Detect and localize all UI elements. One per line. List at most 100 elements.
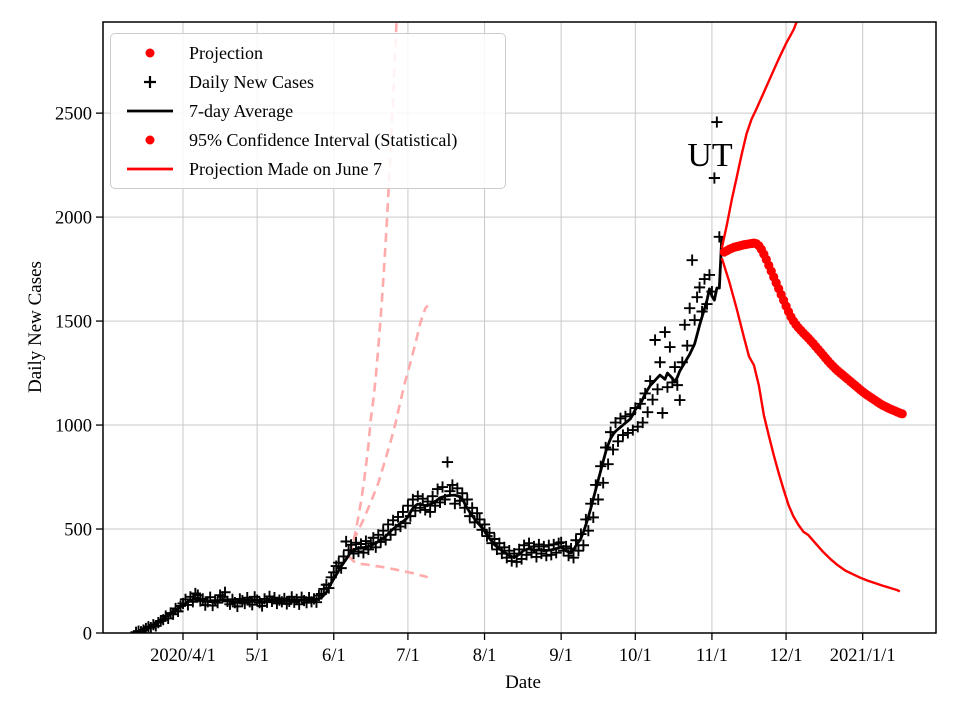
daily-cases-point <box>441 456 454 468</box>
legend-entry-4: 95% Confidence Interval (Statistical) <box>111 126 505 155</box>
x-tick-label: 11/1 <box>696 646 728 666</box>
daily-cases-point <box>431 483 444 495</box>
legend-entry-2: Daily New Cases <box>111 67 505 96</box>
seven-day-average-line <box>135 236 724 633</box>
daily-cases-point <box>424 506 436 518</box>
daily-cases-point <box>612 435 624 447</box>
daily-cases-point <box>664 341 676 353</box>
x-tick-label: 7/1 <box>396 646 420 666</box>
x-tick-label: 9/1 <box>549 646 573 666</box>
daily-cases-point <box>456 487 468 499</box>
legend-line-marker-icon <box>111 161 189 177</box>
daily-cases-point <box>671 379 683 391</box>
projection-dot <box>897 409 907 419</box>
daily-cases-point <box>572 545 585 557</box>
daily-cases-point <box>288 596 300 608</box>
projection-dots <box>719 238 907 419</box>
daily-cases-point <box>377 525 389 537</box>
legend-label: 7-day Average <box>189 100 294 121</box>
daily-cases-point <box>642 406 654 418</box>
june7-projection-mid <box>347 304 429 556</box>
daily-cases-point <box>651 383 664 395</box>
daily-cases-point <box>597 477 609 489</box>
confidence-interval-lines <box>720 22 901 593</box>
daily-cases-point <box>345 539 357 551</box>
daily-cases-point <box>674 394 686 406</box>
daily-cases-point <box>614 412 627 424</box>
daily-cases-point <box>659 326 671 338</box>
daily-cases-point <box>607 443 619 456</box>
daily-cases-point <box>656 407 669 419</box>
legend-label: Projection <box>189 42 263 63</box>
daily-cases-point <box>436 481 449 493</box>
legend: Projection Daily New Cases 7-day Average 95… <box>110 33 506 189</box>
y-tick-label: 0 <box>83 625 92 645</box>
y-axis-title: Daily New Cases <box>25 261 46 393</box>
daily-cases-point <box>449 498 461 510</box>
daily-cases-point <box>637 416 649 429</box>
legend-entry-5: Projection Made on June 7 <box>111 155 505 184</box>
daily-cases-point <box>402 500 414 512</box>
legend-dot-marker-icon <box>111 45 189 61</box>
daily-cases-point <box>451 482 463 494</box>
daily-cases-point <box>617 429 629 441</box>
y-tick-label: 2000 <box>55 209 92 229</box>
daily-cases-point <box>189 587 201 600</box>
daily-cases-point <box>412 490 424 502</box>
x-axis-ticks: 2020/4/1 5/1 6/1 7/1 8/1 9/1 10/1 11/1 12/1 2021/… <box>150 633 896 666</box>
june7-projection-lower <box>347 555 429 579</box>
y-tick-label: 1500 <box>55 313 92 333</box>
legend-plus-marker-icon <box>111 74 189 90</box>
legend-dot-marker-icon <box>111 132 189 148</box>
x-tick-label: 6/1 <box>322 646 346 666</box>
daily-cases-point <box>577 539 589 551</box>
legend-entry-1: Projection <box>111 38 505 67</box>
x-tick-label: 8/1 <box>473 646 497 666</box>
daily-cases-point <box>622 427 634 439</box>
daily-cases-point <box>392 511 404 523</box>
daily-new-cases-scatter <box>130 116 725 633</box>
daily-cases-point <box>360 535 372 547</box>
daily-cases-point <box>693 281 706 293</box>
daily-cases-point <box>268 592 281 604</box>
daily-cases-point <box>649 334 661 346</box>
ci-lower-line <box>720 257 901 593</box>
state-annotation: UT <box>687 137 733 174</box>
y-tick-label: 1000 <box>55 417 92 437</box>
ci-upper-line <box>720 22 798 249</box>
daily-cases-point <box>619 410 632 422</box>
legend-line-marker-icon <box>111 103 189 119</box>
legend-label: 95% Confidence Interval (Statistical) <box>189 130 458 151</box>
daily-cases-point <box>427 490 439 502</box>
daily-cases-point <box>602 458 614 470</box>
x-tick-label: 10/1 <box>619 646 652 666</box>
daily-cases-point <box>669 361 681 373</box>
y-axis-ticks: 0 500 1000 1500 2000 2500 <box>55 105 103 645</box>
daily-cases-point <box>417 493 429 505</box>
daily-cases-point <box>647 394 659 406</box>
x-tick-label: 2020/4/1 <box>150 646 216 666</box>
daily-cases-point <box>686 254 698 266</box>
daily-cases-point <box>661 381 674 393</box>
x-tick-label: 2021/1/1 <box>830 646 896 666</box>
x-axis-title: Date <box>505 672 541 693</box>
daily-cases-point <box>533 538 545 551</box>
daily-cases-point <box>708 172 720 184</box>
y-tick-label: 2500 <box>55 105 92 125</box>
daily-cases-point <box>654 356 666 368</box>
daily-cases-point <box>397 506 409 518</box>
daily-cases-point <box>679 319 691 331</box>
plot-border <box>102 21 937 634</box>
daily-cases-point <box>520 549 533 561</box>
legend-label: Daily New Cases <box>189 71 314 92</box>
x-tick-label: 12/1 <box>770 646 803 666</box>
daily-cases-point <box>350 537 362 549</box>
daily-cases-point <box>684 302 696 314</box>
seven-day-average-path <box>135 236 724 633</box>
daily-cases-point <box>711 116 723 128</box>
daily-cases-point <box>219 586 231 598</box>
daily-cases-point <box>567 552 580 564</box>
daily-cases-point <box>471 507 483 519</box>
